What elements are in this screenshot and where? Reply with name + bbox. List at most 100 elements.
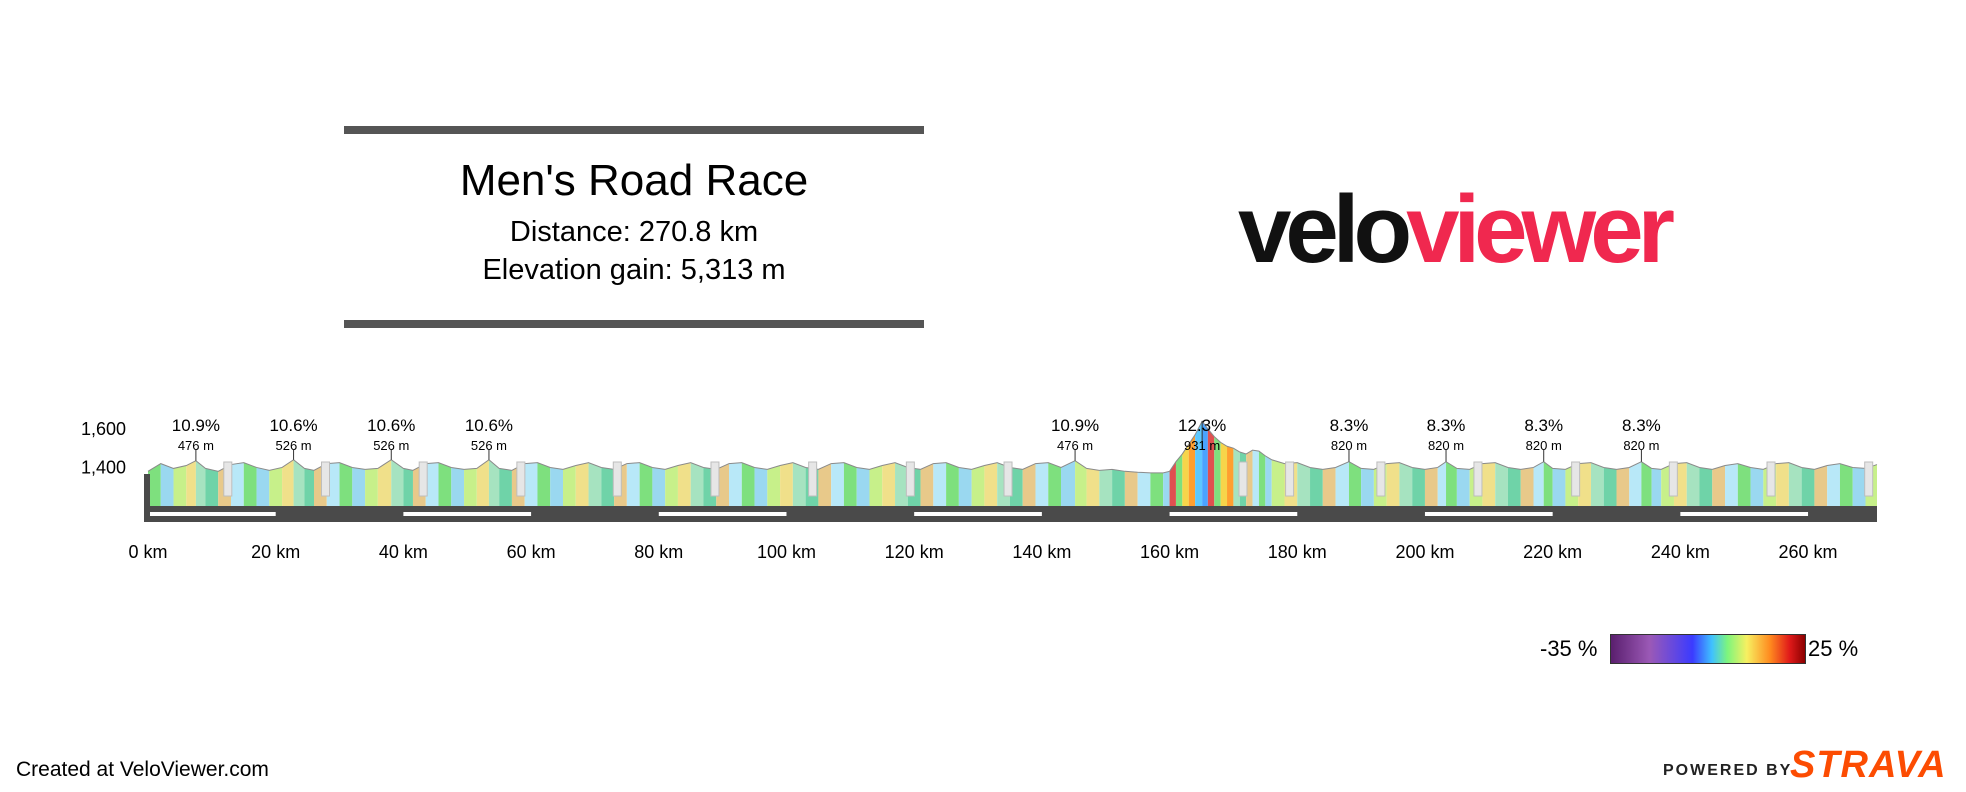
waypoint-marker: [1766, 461, 1776, 497]
elevation-profile-chart: 1,400 1,600 0 km 20 km 40 km 60 km 80 km 100 km…: [81, 416, 1878, 562]
profile-segment: [1686, 462, 1700, 506]
profile-segment: [1271, 459, 1285, 506]
profile-segment: [563, 465, 576, 506]
profile-segment: [186, 460, 196, 506]
waypoint-marker: [1003, 461, 1013, 497]
profile-segment: [1009, 467, 1023, 506]
waypoint-marker: [1668, 461, 1678, 497]
distance-scale-segment: [1169, 512, 1298, 516]
profile-segment: [231, 462, 244, 506]
climb-gradient-label: 8.3%: [1427, 416, 1466, 435]
climb-elevation-label: 526 m: [276, 438, 312, 453]
profile-segment: [1124, 471, 1138, 506]
profile-segment: [1801, 467, 1815, 506]
gradient-legend-bar: [1610, 634, 1806, 664]
profile-segment: [984, 462, 998, 506]
climb-elevation-label: 820 m: [1331, 438, 1367, 453]
created-at-link[interactable]: Created at VeloViewer.com: [16, 758, 269, 781]
climb-gradient-label: 10.6%: [269, 416, 317, 435]
profile-segment: [391, 459, 404, 506]
profile-segment: [729, 462, 742, 506]
profile-segment: [1335, 461, 1349, 506]
y-tick-label: 1,400: [81, 457, 126, 477]
profile-segment: [1202, 421, 1208, 506]
profile-segment: [476, 459, 489, 506]
title-top-rule: [344, 126, 924, 134]
profile-segment: [1112, 469, 1125, 506]
distance-scale-segment: [658, 512, 787, 516]
distance-scale-segment: [914, 512, 1042, 516]
profile-segment: [1552, 468, 1566, 506]
climb-gradient-label: 10.9%: [1051, 416, 1099, 435]
profile-segment: [958, 467, 972, 506]
waypoint-marker: [808, 461, 818, 497]
profile-segment: [1322, 467, 1336, 506]
profile-segment: [438, 462, 452, 506]
x-tick-label: 240 km: [1651, 542, 1710, 562]
profile-segment: [971, 465, 985, 506]
profile-segment: [1048, 462, 1062, 506]
profile-segment: [1437, 461, 1447, 506]
profile-segment: [1207, 428, 1215, 506]
logo-velo: velo: [1238, 176, 1412, 283]
profile-segment: [1252, 450, 1259, 506]
climb-gradient-label: 8.3%: [1622, 416, 1661, 435]
profile-segment: [1246, 450, 1253, 506]
profile-segment: [304, 468, 315, 506]
waypoint-marker: [905, 461, 915, 497]
profile-segment: [243, 462, 257, 506]
profile-segment: [1616, 467, 1630, 506]
profile-segment: [1163, 471, 1170, 506]
profile-segment: [1495, 462, 1508, 506]
climb-gradient-label: 10.6%: [465, 416, 513, 435]
profile-segment: [588, 462, 602, 506]
climb-gradient-label: 10.6%: [367, 416, 415, 435]
profile-segment: [920, 463, 934, 506]
profile-segment: [524, 462, 538, 506]
profile-segment: [1651, 468, 1662, 506]
profile-segment: [1827, 463, 1840, 506]
profile-segment: [1227, 446, 1234, 506]
profile-segment: [1520, 467, 1534, 506]
profile-segment: [451, 467, 465, 506]
profile-segment: [282, 459, 294, 506]
veloviewer-logo: veloviewer: [1238, 182, 1675, 278]
profile-segment: [148, 463, 161, 506]
x-tick-label: 200 km: [1395, 542, 1454, 562]
profile-segment: [946, 462, 959, 506]
elevation-axis: [144, 474, 150, 520]
profile-segment: [1839, 463, 1853, 506]
profile-segment: [464, 468, 477, 506]
profile-segment: [1699, 467, 1713, 506]
profile-segment: [1750, 467, 1764, 506]
profile-segment: [160, 463, 174, 506]
profile-segment: [677, 462, 691, 506]
x-tick-label: 100 km: [757, 542, 816, 562]
waypoint-marker: [1285, 461, 1295, 497]
profile-segment: [1814, 465, 1828, 506]
profile-segment: [365, 468, 378, 506]
waypoint-marker: [223, 461, 233, 497]
profile-segment: [1099, 469, 1113, 506]
waypoint-marker: [1238, 461, 1248, 497]
race-title: Men's Road Race: [459, 156, 809, 205]
profile-segment: [1446, 461, 1457, 506]
title-bottom-rule: [344, 320, 924, 328]
profile-segment: [882, 462, 896, 506]
profile-segment: [1086, 468, 1100, 506]
profile-segment: [1578, 462, 1591, 506]
profile-segment: [293, 459, 305, 506]
profile-segment: [1310, 467, 1323, 506]
profile-segment: [818, 463, 832, 506]
profile-segment: [601, 467, 615, 506]
profile-segment: [1061, 460, 1076, 506]
strava-logo: STRAVA: [1790, 744, 1947, 786]
profile-segment: [690, 462, 704, 506]
climb-gradient-label: 10.9%: [172, 416, 220, 435]
profile-segment: [1412, 467, 1425, 506]
profile-segment: [856, 467, 870, 506]
race-elevation-gain: Elevation gain: 5,313 m: [482, 254, 786, 286]
y-tick-label: 1,600: [81, 419, 126, 439]
distance-scale-segment: [1680, 512, 1809, 516]
profile-segment: [1258, 451, 1266, 506]
